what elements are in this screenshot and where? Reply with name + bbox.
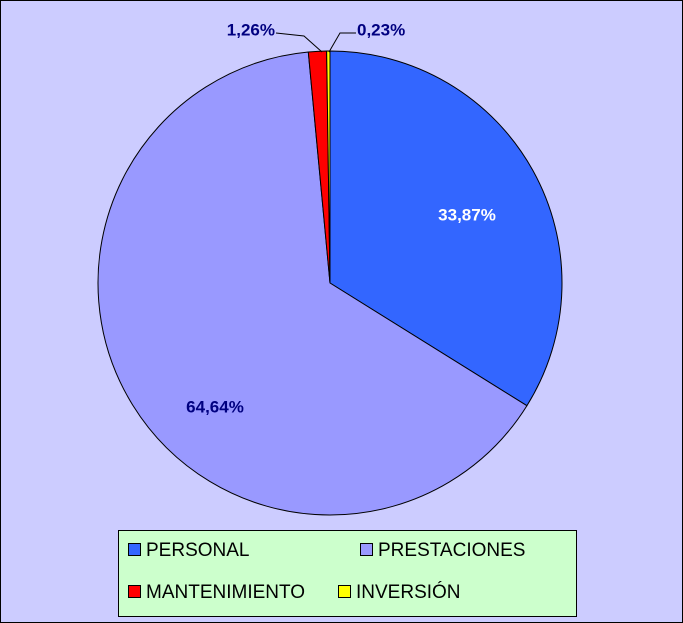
legend-swatch	[128, 543, 141, 556]
data-label: 1,26%	[227, 20, 275, 39]
leader-line	[275, 32, 323, 53]
legend: PERSONAL PRESTACIONES MANTENIMIENTO INVERSI…	[128, 540, 525, 603]
pie: 33,87% 64,64% 1,26% 0,23%	[97, 20, 563, 516]
legend-swatch	[128, 585, 141, 598]
legend-label: PRESTACIONES	[378, 540, 525, 561]
data-label: 33,87%	[438, 205, 496, 224]
legend-box	[118, 530, 577, 617]
legend-swatch	[360, 543, 373, 556]
legend-swatch	[338, 585, 351, 598]
data-label: 0,23%	[357, 20, 405, 39]
leader-line	[328, 32, 356, 53]
legend-label: INVERSIÓN	[356, 581, 461, 603]
pie-slice	[329, 50, 563, 407]
data-label: 64,64%	[186, 397, 244, 416]
legend-label: MANTENIMIENTO	[146, 582, 305, 603]
pie-slice	[97, 51, 528, 516]
legend-label: PERSONAL	[146, 540, 249, 561]
